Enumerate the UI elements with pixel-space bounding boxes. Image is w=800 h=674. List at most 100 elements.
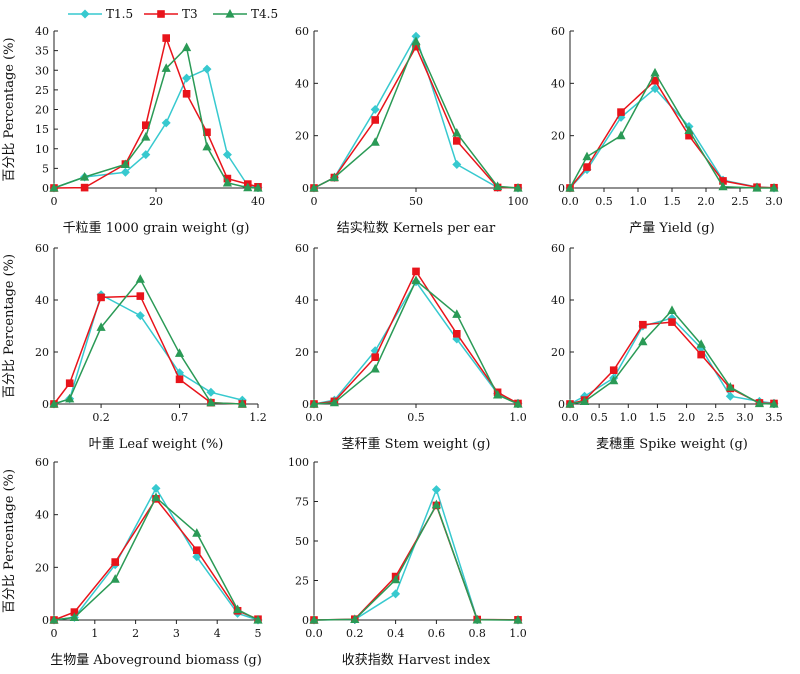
data-point	[452, 309, 462, 318]
x-tick-label: 0.0	[305, 627, 323, 640]
y-tick-label: 25	[295, 575, 309, 588]
data-point	[609, 366, 618, 374]
data-point	[752, 183, 762, 192]
y-tick-label: 15	[35, 123, 49, 136]
x-tick-label: 0.5	[595, 195, 613, 208]
y-tick-label: 25	[35, 84, 49, 97]
y-tick-label: 40	[35, 294, 49, 307]
data-point	[411, 36, 421, 46]
data-point	[493, 181, 503, 191]
data-point	[582, 151, 592, 161]
data-point	[222, 177, 232, 187]
x-axis-title: 生物量 Aboveground biomass (g)	[50, 653, 262, 668]
series-line	[53, 68, 259, 189]
data-point	[309, 399, 319, 408]
data-point	[174, 348, 185, 357]
y-tick-label: 10	[35, 143, 49, 156]
x-tick-label: 0	[51, 195, 58, 208]
series-line	[313, 34, 519, 189]
x-tick-label: 0	[311, 195, 318, 208]
chart-panel-2: 0 20 40 60 0 50 100 结实粒数 Kernels per ear	[295, 25, 529, 236]
x-tick-label: 1	[91, 627, 98, 640]
data-point	[453, 137, 461, 145]
x-axis-title: 麦穗重 Spike weight (g)	[596, 436, 748, 452]
data-point	[96, 322, 106, 331]
y-tick-label: 40	[295, 77, 309, 90]
data-point	[49, 615, 59, 624]
data-point	[120, 159, 130, 169]
data-point	[151, 483, 161, 493]
y-tick-label: 0	[42, 614, 49, 627]
chart-panel-8: 0 25 50 75 100 0.0 0.2 0.4 0.6 0.8 1.0 收获指数 Harvest…	[288, 456, 527, 668]
series-line	[313, 280, 519, 405]
series-t3	[310, 501, 522, 624]
series-t3	[50, 292, 247, 408]
x-tick-label: 0.5	[407, 411, 425, 424]
y-tick-label: 40	[295, 294, 309, 307]
data-point	[193, 546, 201, 555]
y-tick-label: 20	[35, 561, 49, 574]
legend-marker	[157, 10, 165, 18]
series-line	[53, 497, 259, 621]
legend-marker	[80, 9, 90, 19]
data-point	[135, 311, 145, 321]
x-axis-title: 收获指数 Harvest index	[342, 653, 491, 668]
chart-panel-7: 0 20 40 60 0 1 2 3 4 5 生物量 Aboveground biomass (g)…	[2, 456, 263, 668]
series-t3	[50, 34, 262, 192]
data-point	[80, 172, 90, 181]
series-t1-5	[49, 290, 247, 409]
data-point	[431, 499, 441, 509]
y-tick-label: 0	[42, 182, 49, 195]
data-point	[616, 130, 626, 140]
x-tick-label: 0.2	[92, 411, 110, 424]
series-line	[53, 277, 243, 405]
x-tick-label: 0.0	[561, 195, 579, 208]
x-tick-label: 0.5	[590, 411, 608, 424]
data-point	[182, 73, 192, 83]
legend-item-t1-5: T1.5	[68, 7, 133, 21]
series-t4-5	[49, 274, 247, 408]
y-tick-label: 0	[558, 182, 565, 195]
y-tick-label: 0	[302, 398, 309, 411]
x-tick-label: 0.2	[346, 627, 364, 640]
data-point	[233, 604, 243, 614]
x-tick-label: 3.5	[765, 411, 783, 424]
data-point	[565, 183, 575, 192]
data-point	[371, 116, 379, 124]
x-tick-label: 100	[508, 195, 529, 208]
x-tick-label: 0.4	[387, 627, 405, 640]
y-tick-label: 0	[42, 398, 49, 411]
data-point	[391, 574, 401, 584]
y-tick-label: 0	[302, 182, 309, 195]
data-point	[161, 63, 171, 72]
series-line	[53, 496, 259, 621]
series-t4-5	[309, 275, 523, 408]
x-tick-label: 1.5	[649, 411, 667, 424]
y-axis-title: 百分比 Percentage (%)	[2, 37, 17, 181]
series-t1-5	[309, 277, 523, 409]
series-t3	[310, 42, 522, 192]
legend-item-t4-5: T4.5	[213, 7, 278, 21]
x-tick-label: 2	[132, 627, 139, 640]
y-axis-title: 百分比 Percentage (%)	[2, 469, 17, 613]
data-point	[725, 382, 735, 391]
data-point	[684, 125, 694, 135]
y-tick-label: 20	[295, 346, 309, 359]
x-tick-label: 2.0	[697, 195, 715, 208]
y-tick-label: 60	[295, 242, 309, 255]
series-line	[569, 317, 775, 405]
data-point	[80, 183, 89, 192]
series-t4-5	[49, 42, 263, 192]
x-tick-label: 3	[173, 627, 180, 640]
chart-panel-5: 0 20 40 60 0.0 0.5 1.0 茎秆重 Stem weight (g)	[295, 242, 527, 452]
legend: T1.5 T3 T4.5	[68, 7, 278, 21]
series-line	[313, 39, 519, 189]
data-point	[350, 614, 360, 623]
data-point	[151, 492, 161, 502]
y-tick-label: 40	[551, 294, 565, 307]
data-point	[667, 305, 677, 314]
data-point	[142, 121, 150, 129]
data-point	[411, 275, 421, 285]
